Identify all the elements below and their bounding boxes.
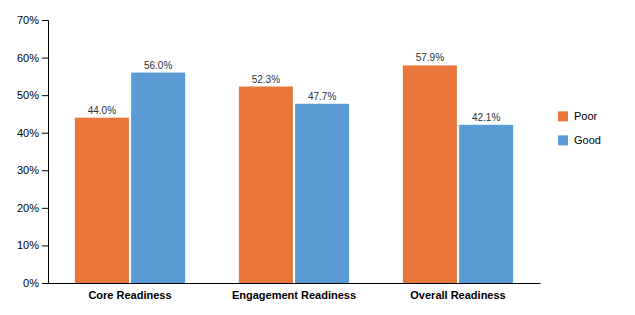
bars xyxy=(75,65,513,283)
tick-mark xyxy=(42,170,48,171)
tick-mark xyxy=(42,20,48,21)
y-axis: 0% 10% 20% 30% 40% 50% 60% 70% xyxy=(17,14,49,289)
legend-swatch xyxy=(558,111,568,121)
data-label: 42.1% xyxy=(472,112,500,123)
tick: 40% xyxy=(17,127,48,139)
tick-mark xyxy=(42,208,48,209)
legend-label: Poor xyxy=(574,110,598,122)
tick: 10% xyxy=(17,239,48,251)
tick-mark xyxy=(42,283,48,284)
data-label: 57.9% xyxy=(416,52,444,63)
plot: 0% 10% 20% 30% 40% 50% 60% 70% Core Readiness Eng… xyxy=(17,14,541,301)
tick: 30% xyxy=(17,164,48,176)
tick-label: 10% xyxy=(17,239,39,251)
tick-label: 60% xyxy=(17,52,39,64)
data-label: 52.3% xyxy=(252,74,280,85)
tick-mark xyxy=(42,133,48,134)
tick-label: 40% xyxy=(17,127,39,139)
tick: 0% xyxy=(23,277,48,289)
legend-item: Good xyxy=(558,134,601,146)
tick-mark xyxy=(42,95,48,96)
tick-label: 0% xyxy=(23,277,39,289)
tick-label: Overall Readiness xyxy=(410,289,505,301)
tick: Core Readiness xyxy=(88,289,171,301)
tick-label: 70% xyxy=(17,14,39,26)
tick: 50% xyxy=(17,89,48,101)
legend-item: Poor xyxy=(558,110,598,122)
bar xyxy=(131,73,185,283)
tick: 60% xyxy=(17,52,48,64)
tick-mark xyxy=(42,58,48,59)
legend-swatch xyxy=(558,135,568,145)
bar xyxy=(295,104,349,283)
data-label: 44.0% xyxy=(88,105,116,116)
x-axis: Core Readiness Engagement Readiness Overal… xyxy=(49,284,541,301)
axis-line xyxy=(49,283,541,284)
legend-label: Good xyxy=(574,134,601,146)
tick-label: Core Readiness xyxy=(88,289,171,301)
chart-container: 0% 10% 20% 30% 40% 50% 60% 70% Core Readiness Eng… xyxy=(0,0,635,315)
tick-label: 30% xyxy=(17,164,39,176)
tick: 20% xyxy=(17,202,48,214)
axis-line xyxy=(42,21,49,284)
tick: Overall Readiness xyxy=(410,289,505,301)
data-label: 47.7% xyxy=(308,91,336,102)
chart: 0% 10% 20% 30% 40% 50% 60% 70% Core Readiness Eng… xyxy=(0,0,635,315)
tick-label: Engagement Readiness xyxy=(232,289,356,301)
data-label: 56.0% xyxy=(144,60,172,71)
data-labels: 44.0% 52.3% 57.9% 56.0% 47.7% 42.1% xyxy=(88,52,501,122)
bar xyxy=(403,65,457,283)
legend: Poor Good xyxy=(558,110,601,146)
tick: 70% xyxy=(17,14,48,26)
tick-mark xyxy=(42,245,48,246)
tick-label: 20% xyxy=(17,202,39,214)
bar xyxy=(239,87,293,283)
bar xyxy=(75,118,129,283)
tick-label: 50% xyxy=(17,89,39,101)
tick: Engagement Readiness xyxy=(232,289,356,301)
bar xyxy=(459,125,513,283)
